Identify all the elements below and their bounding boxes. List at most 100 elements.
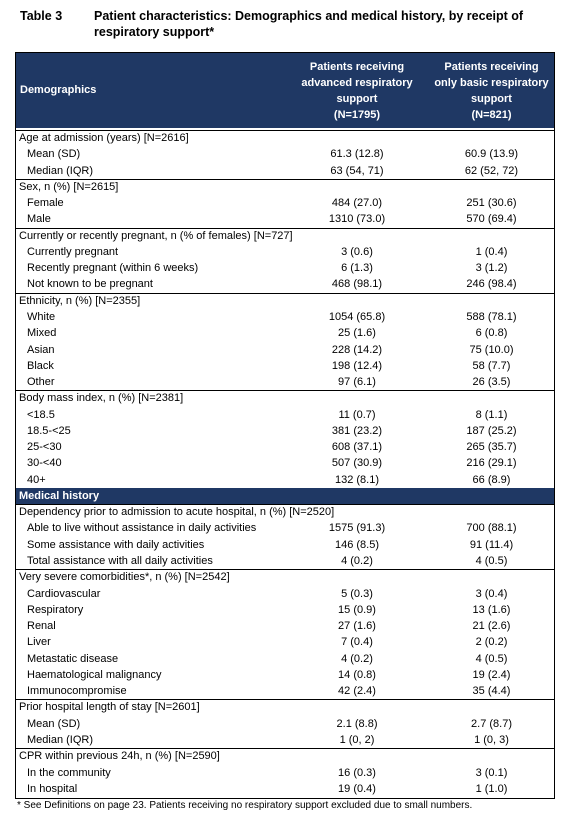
row-label: Mean (SD) <box>27 148 81 161</box>
row-label: Male <box>27 213 51 226</box>
cell-value: 66 (8.9) <box>472 473 511 486</box>
row-label: White <box>27 310 56 323</box>
group-title: Sex, n (%) [N=2615] <box>19 180 119 193</box>
row-label: Recently pregnant (within 6 weeks) <box>27 262 199 275</box>
cell-value: 6 (0.8) <box>475 327 508 340</box>
cell-value: 507 (30.9) <box>331 457 383 470</box>
cell-value: 4 (0.5) <box>475 652 508 665</box>
row-label: Immunocompromise <box>27 685 127 698</box>
group-rule <box>15 130 555 131</box>
group-title: Age at admission (years) [N=2616] <box>19 132 189 144</box>
row-label: Cardiovascular <box>27 587 101 600</box>
cell-value: 381 (23.2) <box>331 424 383 437</box>
cell-value: 63 (54, 71) <box>330 164 384 177</box>
column-header: only basic respiratory <box>434 77 549 89</box>
cell-value: 198 (12.4) <box>331 359 383 372</box>
column-header: (N=821) <box>471 109 512 121</box>
row-label: Not known to be pregnant <box>27 278 153 291</box>
cell-value: 608 (37.1) <box>331 441 383 454</box>
cell-value: 1 (0, 3) <box>474 733 509 746</box>
cell-value: 6 (1.3) <box>341 262 373 275</box>
cell-value: 11 (0.7) <box>338 408 376 421</box>
row-label: Able to live without assistance in daily… <box>27 522 257 535</box>
row-label: Renal <box>27 620 56 633</box>
cell-value: 60.9 (13.9) <box>464 148 519 161</box>
group-title: Currently or recently pregnant, n (% of … <box>19 229 293 242</box>
row-label: Some assistance with daily activities <box>27 538 205 551</box>
row-label: Total assistance with all daily activiti… <box>27 555 213 568</box>
cell-value: 13 (1.6) <box>472 603 511 616</box>
table-border <box>15 52 555 800</box>
row-label: 30-<40 <box>27 457 62 470</box>
row-label: Liver <box>27 636 51 649</box>
group-rule <box>15 292 555 294</box>
cell-value: 1575 (91.3) <box>328 522 386 535</box>
cell-value: 484 (27.0) <box>331 197 383 210</box>
cell-value: 97 (6.1) <box>338 376 376 389</box>
group-rule <box>15 390 555 392</box>
column-header: support <box>336 93 378 105</box>
group-rule <box>15 227 555 229</box>
column-header: support <box>471 93 512 105</box>
row-label: Median (IQR) <box>27 733 94 746</box>
cell-value: 146 (8.5) <box>334 538 380 551</box>
row-label: <18.5 <box>27 408 55 421</box>
table-label: Table 3 <box>20 9 63 23</box>
header-label: Demographics <box>20 84 97 96</box>
cell-value: 1 (0.4) <box>475 245 508 258</box>
cell-value: 570 (69.4) <box>466 213 517 226</box>
cell-value: 4 (0.2) <box>341 555 373 568</box>
cell-value: 3 (1.2) <box>475 262 508 275</box>
cell-value: 27 (1.6) <box>338 620 376 633</box>
cell-value: 16 (0.3) <box>338 766 376 779</box>
cell-value: 35 (4.4) <box>472 685 511 698</box>
row-label: Asian <box>27 343 55 356</box>
row-label: In the community <box>27 766 111 779</box>
row-label: Median (IQR) <box>27 164 94 177</box>
row-label: Respiratory <box>27 603 84 616</box>
cell-value: 468 (98.1) <box>331 278 383 291</box>
cell-value: 700 (88.1) <box>466 522 517 535</box>
group-title: Dependency prior to admission to acute h… <box>19 506 335 519</box>
group-rule <box>15 569 555 571</box>
cell-value: 588 (78.1) <box>466 310 517 323</box>
group-title: CPR within previous 24h, n (%) [N=2590] <box>19 750 220 763</box>
column-header: Patients receiving <box>444 61 539 73</box>
group-rule <box>15 178 555 180</box>
cell-value: 19 (0.4) <box>338 782 376 795</box>
cell-value: 19 (2.4) <box>472 668 511 681</box>
cell-value: 3 (0.4) <box>475 587 508 600</box>
cell-value: 4 (0.5) <box>475 555 508 568</box>
column-header: (N=1795) <box>333 109 381 121</box>
cell-value: 62 (52, 72) <box>464 164 519 177</box>
row-label: 25-<30 <box>27 441 62 454</box>
cell-value: 58 (7.7) <box>472 359 511 372</box>
footnote: * See Definitions on page 23. Patients r… <box>17 800 473 812</box>
group-title: Very severe comorbidities*, n (%) [N=254… <box>19 571 230 584</box>
row-label: Haematological malignancy <box>27 668 162 681</box>
group-rule <box>15 504 555 506</box>
cell-value: 265 (35.7) <box>466 441 517 454</box>
group-title: Ethnicity, n (%) [N=2355] <box>19 294 141 307</box>
cell-value: 75 (10.0) <box>469 343 514 356</box>
cell-value: 1 (1.0) <box>475 782 508 795</box>
cell-value: 2.7 (8.7) <box>471 717 512 730</box>
row-label: 18.5-<25 <box>27 424 71 437</box>
group-title: Body mass index, n (%) [N=2381] <box>19 392 184 405</box>
cell-value: 228 (14.2) <box>331 343 383 356</box>
cell-value: 14 (0.8) <box>338 668 376 681</box>
cell-value: 251 (30.6) <box>466 197 517 210</box>
cell-value: 132 (8.1) <box>334 473 380 486</box>
row-label: Mean (SD) <box>27 717 81 730</box>
cell-value: 26 (3.5) <box>472 376 511 389</box>
group-title: Prior hospital length of stay [N=2601] <box>19 701 200 714</box>
cell-value: 3 (0.1) <box>475 766 508 779</box>
cell-value: 25 (1.6) <box>338 327 376 340</box>
cell-value: 1310 (73.0) <box>328 213 386 226</box>
cell-value: 187 (25.2) <box>466 424 517 437</box>
group-rule <box>15 699 555 701</box>
cell-value: 15 (0.9) <box>338 603 376 616</box>
cell-value: 1054 (65.8) <box>328 310 386 323</box>
group-rule <box>15 748 555 750</box>
